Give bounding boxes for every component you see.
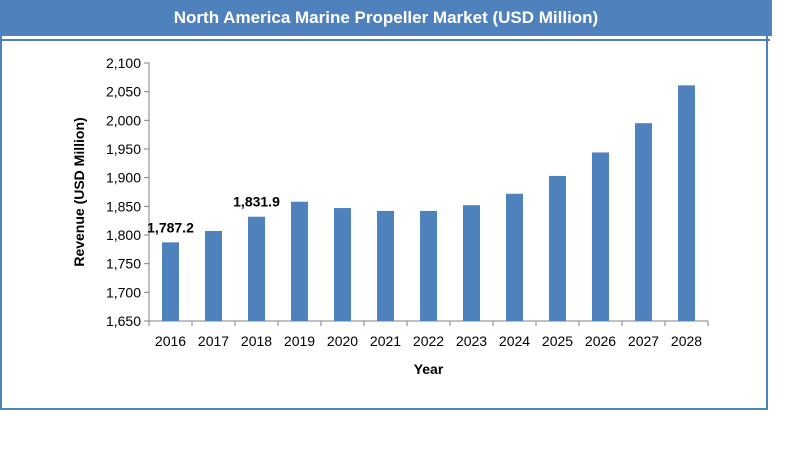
x-tick-label: 2022 bbox=[413, 333, 444, 349]
x-tick-label: 2028 bbox=[671, 333, 702, 349]
bar-2021 bbox=[377, 210, 394, 321]
x-tick-label: 2023 bbox=[456, 333, 487, 349]
y-tick-label: 1,700 bbox=[106, 284, 141, 300]
bar-2028 bbox=[678, 85, 695, 321]
bar-2016 bbox=[162, 242, 179, 321]
y-tick-label: 1,750 bbox=[106, 256, 141, 272]
chart-title: North America Marine Propeller Market (U… bbox=[0, 0, 772, 36]
bar-2020 bbox=[334, 208, 351, 321]
bar-2019 bbox=[291, 201, 308, 321]
chart-labels: 2016 2017 2018 2019 2020 2021 2022 2023 2024 2025… bbox=[147, 194, 702, 349]
x-tick-label: 2027 bbox=[628, 333, 659, 349]
x-tick-label: 2025 bbox=[542, 333, 573, 349]
y-tick-label: 1,900 bbox=[106, 170, 141, 186]
bar-2022 bbox=[420, 210, 437, 321]
bar-2023 bbox=[463, 205, 480, 321]
x-axis-title: Year bbox=[414, 361, 444, 377]
y-tick-label: 2,050 bbox=[106, 84, 141, 100]
bar-2025 bbox=[549, 175, 566, 321]
y-tick-label: 1,950 bbox=[106, 141, 141, 157]
y-tick-label: 2,100 bbox=[106, 55, 141, 71]
y-tick-label: 1,800 bbox=[106, 227, 141, 243]
y-tick-label: 2,000 bbox=[106, 112, 141, 128]
bar-2024 bbox=[506, 193, 523, 321]
y-tick-label: 1,850 bbox=[106, 198, 141, 214]
x-tick-label: 2018 bbox=[241, 333, 272, 349]
x-tick-label: 2019 bbox=[284, 333, 315, 349]
data-label: 1,787.2 bbox=[147, 219, 194, 235]
bar-2027 bbox=[635, 123, 652, 321]
x-tick-label: 2026 bbox=[585, 333, 616, 349]
y-tick-label: 1,650 bbox=[106, 313, 141, 329]
x-tick-label: 2016 bbox=[155, 333, 186, 349]
chart-axes: 1,650 1,700 1,750 1,800 1,850 1,900 1,950 2,000… bbox=[106, 55, 709, 329]
y-axis-title: Revenue (USD Million) bbox=[71, 117, 87, 266]
x-tick-label: 2021 bbox=[370, 333, 401, 349]
data-label: 1,831.9 bbox=[233, 194, 280, 210]
title-divider bbox=[0, 39, 770, 41]
x-tick-label: 2024 bbox=[499, 333, 530, 349]
bar-2018 bbox=[248, 216, 265, 321]
chart-bars bbox=[162, 85, 695, 321]
bar-2017 bbox=[205, 230, 222, 321]
x-tick-label: 2020 bbox=[327, 333, 358, 349]
x-tick-label: 2017 bbox=[198, 333, 229, 349]
bar-2026 bbox=[592, 152, 609, 321]
